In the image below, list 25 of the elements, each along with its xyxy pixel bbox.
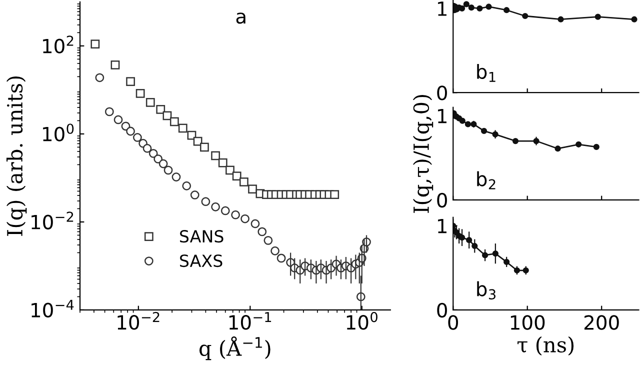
annotation: b$_{2}$ <box>477 171 496 190</box>
y-axis-title: I(q) (arb. units) <box>6 76 27 236</box>
y-axis-title: I(q,τ)/I(q,0) <box>412 94 434 213</box>
x-tick-label: 10$^{0}$ <box>346 312 378 330</box>
legend-label: SAXS <box>180 254 222 268</box>
y-tick-label: 10$^{2}$ <box>43 36 74 54</box>
y-tick-label: 10$^{0}$ <box>43 124 74 142</box>
x-axis-title: q (Å$^{−1}$) <box>199 336 270 360</box>
annotation: b$_{1}$ <box>477 64 496 82</box>
legend-label: SANS <box>180 230 224 243</box>
x-axis-title: τ (ns) <box>518 336 574 356</box>
y-tick-label: 0 <box>437 86 447 100</box>
y-tick-label: 10$^{−2}$ <box>32 212 74 230</box>
x-tick-label: 10$^{−2}$ <box>118 312 160 330</box>
x-tick-label: 0 <box>448 315 458 330</box>
x-tick-label: 200 <box>584 315 619 330</box>
y-tick-label: 1 <box>438 108 446 124</box>
annotation: a <box>236 12 246 24</box>
x-tick-label: 10$^{−1}$ <box>229 312 272 330</box>
annotation: b$_{3}$ <box>477 281 496 300</box>
y-tick-label: 1 <box>438 218 446 234</box>
y-tick-label: 0 <box>437 192 447 208</box>
y-tick-label: 1 <box>438 2 446 16</box>
y-tick-label: 10$^{−4}$ <box>32 300 74 318</box>
x-tick-label: 100 <box>510 315 545 330</box>
